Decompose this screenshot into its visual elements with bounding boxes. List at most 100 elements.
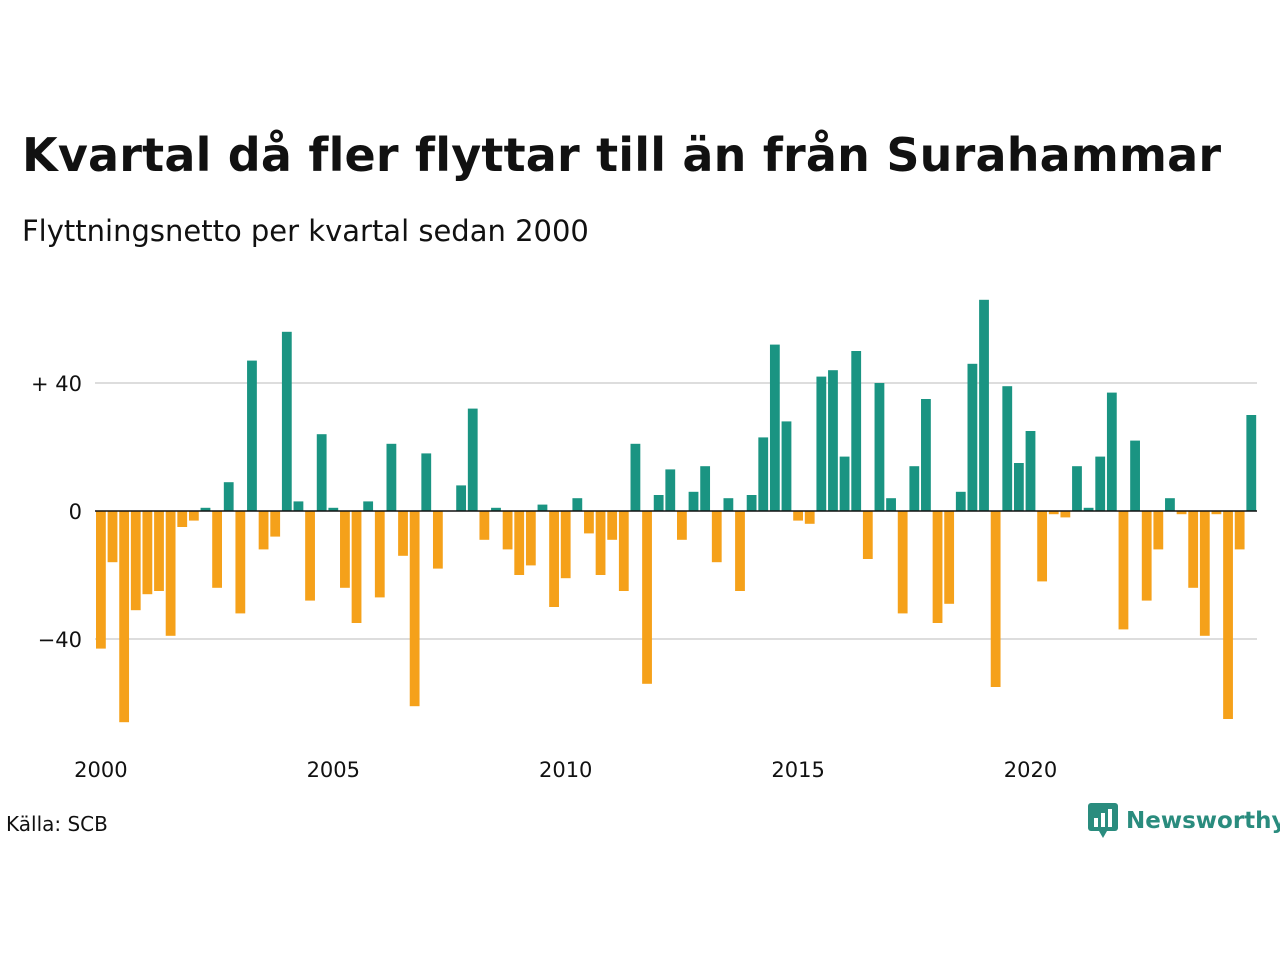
- bar: [235, 511, 246, 614]
- bar: [990, 511, 1001, 687]
- bar: [1234, 511, 1245, 550]
- x-tick-label: 2000: [74, 758, 127, 782]
- bar: [862, 511, 873, 559]
- bar: [1165, 498, 1175, 511]
- chart-title: Kvartal då fler flyttar till än från Sur…: [22, 128, 1222, 182]
- bar: [119, 511, 130, 723]
- bar: [223, 482, 234, 511]
- bar: [665, 469, 676, 511]
- bar: [1095, 456, 1106, 511]
- bar: [351, 511, 362, 623]
- bar: [653, 495, 664, 511]
- bar: [769, 344, 780, 511]
- bar: [1048, 511, 1059, 515]
- y-tick-label: + 40: [31, 372, 82, 396]
- bar: [944, 511, 955, 604]
- bar: [921, 399, 931, 511]
- bar: [525, 511, 536, 566]
- bar: [758, 437, 769, 511]
- bar: [479, 511, 490, 540]
- bar: [1013, 463, 1024, 511]
- y-tick-label: −40: [38, 628, 82, 652]
- bar: [421, 453, 432, 511]
- bar: [1072, 466, 1082, 511]
- chart-subtitle: Flyttningsnetto per kvartal sedan 2000: [22, 214, 589, 248]
- bar: [1223, 511, 1233, 719]
- bar: [200, 507, 211, 511]
- bar: [363, 501, 374, 511]
- bar: [781, 421, 792, 511]
- bar: [188, 511, 199, 521]
- source-label: Källa: SCB: [6, 812, 108, 836]
- bar: [584, 511, 594, 534]
- bar: [549, 511, 559, 607]
- bar: [1141, 511, 1152, 601]
- bar: [816, 376, 827, 511]
- bar: [491, 507, 501, 511]
- bar: [642, 511, 652, 684]
- bar: [630, 443, 641, 511]
- bar: [1188, 511, 1199, 588]
- bar: [154, 511, 164, 591]
- bar: [305, 511, 315, 601]
- x-tick-label: 2020: [1004, 758, 1057, 782]
- bar: [851, 351, 862, 511]
- bar: [514, 511, 525, 575]
- bar: [1002, 386, 1013, 511]
- bar: [165, 511, 176, 636]
- brand-name: Newsworthy: [1126, 808, 1280, 834]
- bar: [886, 498, 896, 511]
- bar: [979, 299, 989, 511]
- bar: [828, 370, 838, 511]
- bar: [677, 511, 687, 540]
- bar: [281, 331, 292, 511]
- x-tick-label: 2015: [771, 758, 824, 782]
- brand-logo: Newsworthy: [1088, 803, 1280, 839]
- bar: [688, 491, 699, 511]
- newsworthy-logo-icon: [1088, 803, 1118, 838]
- bar: [142, 511, 153, 595]
- x-tick-label: 2005: [307, 758, 360, 782]
- bar: [467, 408, 478, 511]
- bar: [1211, 511, 1222, 515]
- bar: [316, 434, 327, 511]
- bar: [340, 511, 350, 588]
- bar: [618, 511, 629, 591]
- x-tick-label: 2010: [539, 758, 592, 782]
- bar: [572, 498, 583, 511]
- bar: [107, 511, 118, 563]
- bar: [1118, 511, 1129, 630]
- bar: [212, 511, 222, 588]
- bar: [909, 466, 920, 511]
- bar: [130, 511, 141, 611]
- bar: [502, 511, 513, 550]
- bar: [1130, 440, 1140, 511]
- bar: [177, 511, 188, 527]
- bar: [328, 507, 339, 511]
- bar: [700, 466, 711, 511]
- bar: [932, 511, 943, 623]
- bar: [432, 511, 443, 569]
- bar: [537, 504, 548, 511]
- bar: [1176, 511, 1187, 515]
- bar: [1246, 415, 1257, 511]
- bar: [711, 511, 722, 563]
- bar: [595, 511, 606, 575]
- bar: [258, 511, 269, 550]
- bar: [793, 511, 803, 521]
- bar: [1199, 511, 1210, 636]
- bar: [1153, 511, 1164, 550]
- bar: [1037, 511, 1048, 582]
- bar: [270, 511, 281, 537]
- bar: [96, 511, 106, 649]
- bar: [247, 360, 257, 511]
- bar: [839, 456, 850, 511]
- bar: [374, 511, 385, 598]
- bar: [897, 511, 908, 614]
- bar: [1060, 511, 1071, 518]
- bar: [456, 485, 467, 511]
- bar: [804, 511, 815, 524]
- y-tick-label: 0: [69, 500, 82, 524]
- bar: [723, 498, 734, 511]
